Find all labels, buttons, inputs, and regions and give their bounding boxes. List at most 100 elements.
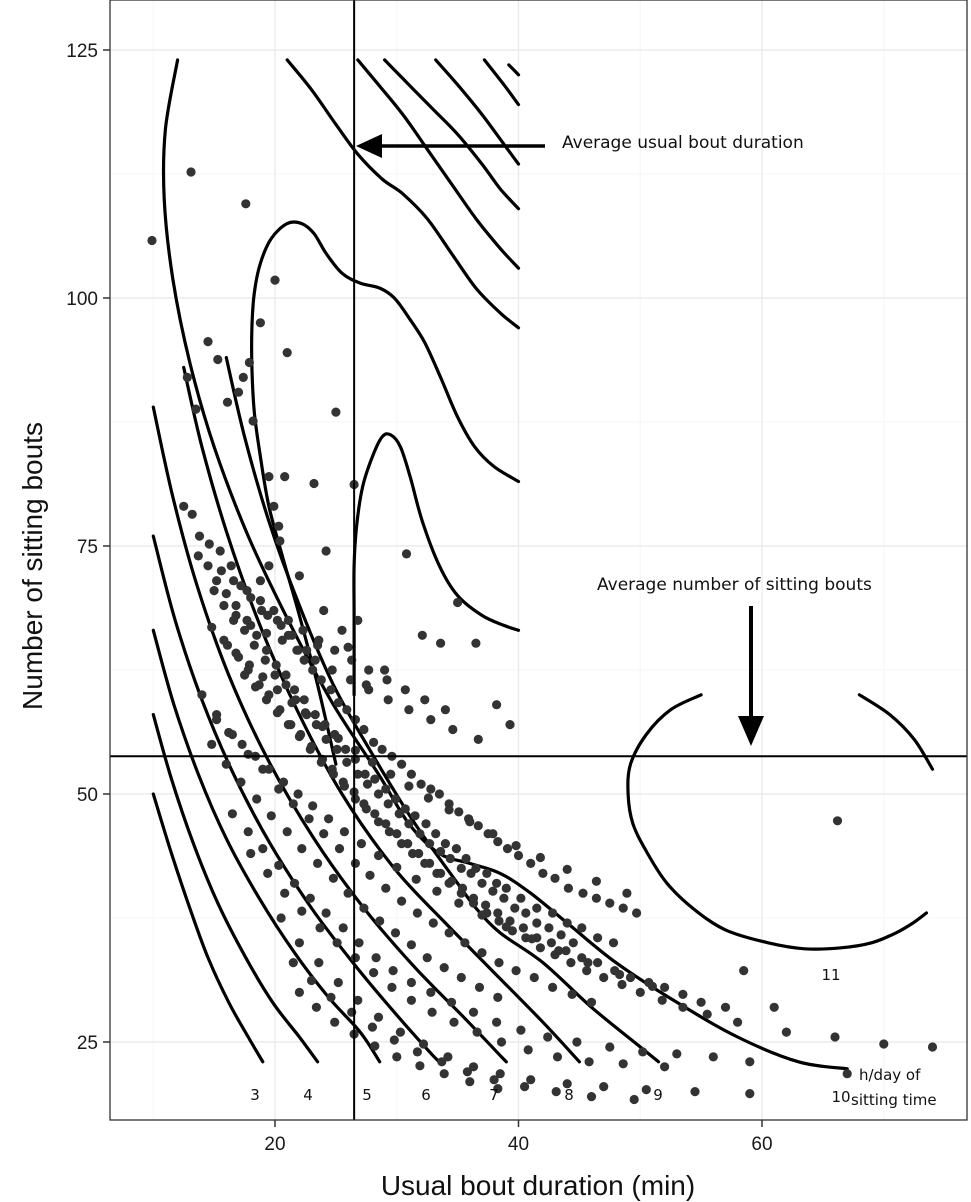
data-point — [299, 695, 309, 705]
data-point — [400, 804, 410, 814]
data-point — [283, 630, 293, 640]
data-point — [207, 739, 217, 750]
data-point — [451, 844, 461, 854]
data-point — [219, 635, 229, 645]
data-point — [243, 827, 253, 837]
data-point — [381, 784, 391, 794]
contour-line-14 — [482, 58, 521, 107]
data-point — [551, 1087, 561, 1097]
data-point — [302, 645, 312, 655]
data-point — [283, 615, 293, 626]
data-point — [494, 958, 504, 968]
data-point — [781, 1027, 792, 1037]
data-point — [510, 903, 520, 913]
data-point — [287, 698, 297, 708]
data-point — [381, 819, 391, 829]
contour-label-10: 10 — [831, 1088, 850, 1106]
data-point — [317, 721, 328, 732]
data-point — [212, 576, 222, 586]
data-point — [561, 946, 571, 956]
data-point — [229, 576, 239, 586]
data-point — [415, 829, 425, 839]
data-point — [193, 551, 203, 561]
data-point — [276, 913, 286, 923]
data-point — [647, 981, 658, 992]
data-point — [477, 878, 487, 888]
data-point — [599, 1082, 609, 1092]
data-point — [708, 1052, 718, 1062]
data-point — [298, 625, 308, 635]
data-point — [426, 715, 436, 725]
data-point — [383, 799, 393, 809]
data-point — [660, 1062, 670, 1072]
data-point — [562, 918, 572, 928]
data-point — [572, 1037, 582, 1047]
data-point — [314, 958, 324, 968]
data-point — [440, 839, 450, 849]
data-point — [280, 888, 290, 898]
y-tick-label: 125 — [66, 41, 98, 62]
data-point — [577, 923, 587, 933]
data-point — [583, 958, 593, 968]
data-point — [294, 731, 304, 742]
data-point — [489, 1075, 499, 1085]
data-point — [586, 997, 597, 1007]
data-point — [182, 372, 192, 382]
data-point — [354, 938, 364, 948]
data-point — [411, 874, 421, 884]
data-point — [461, 853, 471, 864]
data-point — [333, 698, 343, 708]
data-point — [406, 940, 416, 950]
data-point — [226, 561, 236, 571]
contour-line-3 — [151, 792, 265, 1064]
contour-line-upper-b — [356, 58, 521, 270]
data-point — [556, 930, 566, 940]
data-point — [641, 1085, 651, 1095]
reference-lines — [110, 0, 967, 1120]
data-point — [386, 769, 396, 779]
data-point — [690, 1087, 700, 1097]
data-point — [270, 275, 280, 285]
data-point — [327, 665, 337, 675]
data-point — [538, 868, 548, 879]
data-point — [494, 916, 504, 926]
data-point — [331, 407, 341, 417]
data-point — [367, 1022, 377, 1032]
data-point — [745, 1057, 755, 1067]
data-point — [465, 817, 475, 827]
data-point — [339, 827, 349, 837]
data-point — [373, 850, 384, 861]
data-point — [383, 695, 393, 705]
data-point — [632, 908, 642, 918]
data-point — [293, 645, 303, 655]
data-point — [406, 769, 416, 779]
data-point — [471, 638, 481, 648]
data-point — [423, 793, 433, 803]
data-point — [313, 858, 323, 869]
data-point — [306, 975, 317, 986]
data-point — [505, 720, 515, 730]
contour-label-7: 7 — [489, 1086, 499, 1104]
data-point — [233, 387, 244, 397]
data-point — [439, 963, 449, 973]
x-tick-label: 40 — [508, 1134, 529, 1155]
data-point — [321, 734, 331, 745]
data-point — [342, 705, 352, 715]
data-point — [258, 844, 268, 854]
data-point — [350, 794, 360, 804]
data-point — [578, 888, 588, 898]
data-point — [474, 982, 485, 993]
data-point — [283, 720, 293, 730]
data-point — [472, 1027, 482, 1037]
data-point — [308, 665, 318, 675]
data-point — [566, 958, 576, 968]
data-point — [240, 670, 250, 680]
data-point — [272, 708, 282, 718]
data-point — [359, 724, 369, 735]
data-point — [250, 682, 261, 692]
data-point — [465, 1077, 475, 1087]
data-point — [501, 922, 511, 932]
data-point — [521, 908, 531, 918]
